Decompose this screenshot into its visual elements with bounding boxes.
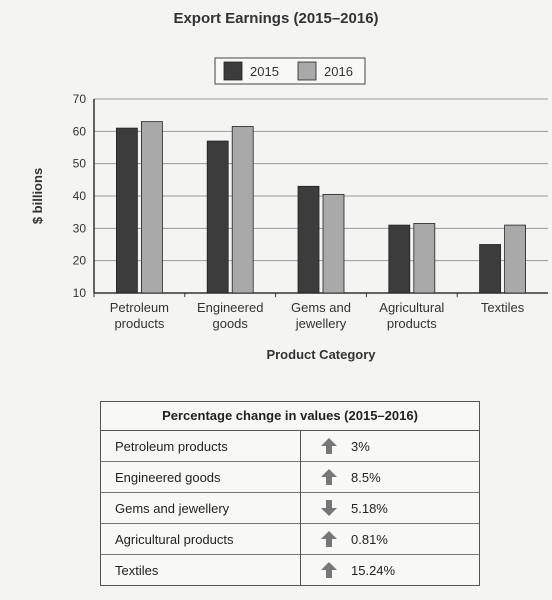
y-tick-label: 60 [73, 124, 87, 138]
arrow-down-icon [321, 500, 337, 517]
row-change: 3% [301, 431, 480, 462]
change-value: 8.5% [351, 469, 381, 485]
row-category: Textiles [101, 554, 301, 585]
x-tick-label: jewellery [295, 316, 347, 331]
table-row: Petroleum products 3% [101, 431, 479, 462]
bar-2015-2 [297, 185, 320, 294]
change-value: 3% [351, 438, 370, 454]
arrow-up-icon [321, 562, 337, 579]
bar-2016-4 [504, 224, 527, 294]
bar-2015-0 [116, 127, 138, 294]
row-change: 0.81% [300, 523, 479, 555]
bar-2015-3 [388, 224, 411, 294]
x-tick-label: Agricultural [379, 300, 444, 315]
arrow-up-icon [321, 531, 337, 548]
y-tick-label: 10 [73, 286, 87, 300]
x-axis-label: Product Category [266, 347, 376, 362]
table-row: Agricultural products 0.81% [101, 523, 479, 555]
change-value: 0.81% [351, 531, 388, 547]
x-tick-label: goods [212, 316, 248, 331]
x-tick-label: Gems and [291, 300, 351, 315]
table-body: Petroleum products 3% Engineered goods 8.5%… [101, 431, 479, 585]
x-tick-label: Textiles [481, 300, 525, 315]
arrow-up-icon [321, 469, 337, 486]
bar-2016-3 [413, 223, 436, 294]
row-category: Engineered goods [101, 461, 301, 493]
row-category: Agricultural products [101, 523, 301, 555]
table-row: Textiles 15.24% [101, 554, 479, 585]
row-change: 8.5% [300, 461, 479, 493]
y-tick-label: 70 [73, 92, 87, 106]
y-tick-label: 30 [73, 221, 87, 235]
row-change: 15.24% [300, 554, 479, 585]
change-value: 5.18% [351, 500, 388, 516]
chart-title: Export Earnings (2015–2016) [173, 10, 379, 27]
bar-2016-2 [322, 193, 345, 294]
legend-swatch-2016 [297, 61, 317, 81]
row-category: Gems and jewellery [101, 492, 301, 524]
x-tick-label: Engineered [197, 300, 264, 315]
table-title: Percentage change in values (2015–2016) [101, 402, 479, 431]
bar-2015-4 [479, 244, 502, 294]
change-value: 15.24% [351, 562, 396, 578]
table-row: Gems and jewellery 5.18% [101, 492, 479, 524]
legend-swatch-2015 [223, 61, 243, 81]
y-tick-label: 40 [73, 189, 87, 203]
table-row: Engineered goods 8.5% [101, 461, 479, 493]
y-tick-label: 50 [73, 157, 87, 171]
y-tick-label: 20 [73, 254, 87, 268]
x-tick-label: products [387, 316, 437, 331]
row-category: Petroleum products [101, 431, 301, 462]
percentage-change-table: Percentage change in values (2015–2016) … [100, 401, 480, 586]
row-change: 5.18% [300, 492, 479, 524]
legend-label-2016: 2016 [324, 64, 353, 79]
bar-2016-0 [140, 121, 163, 294]
arrow-up-icon [321, 438, 337, 455]
y-axis-label: $ billions [30, 168, 45, 224]
legend-label-2015: 2015 [250, 64, 279, 79]
bar-2016-1 [231, 126, 254, 294]
x-tick-label: Petroleum [110, 300, 169, 315]
x-tick-label: products [114, 316, 164, 331]
bar-2015-1 [206, 140, 229, 294]
